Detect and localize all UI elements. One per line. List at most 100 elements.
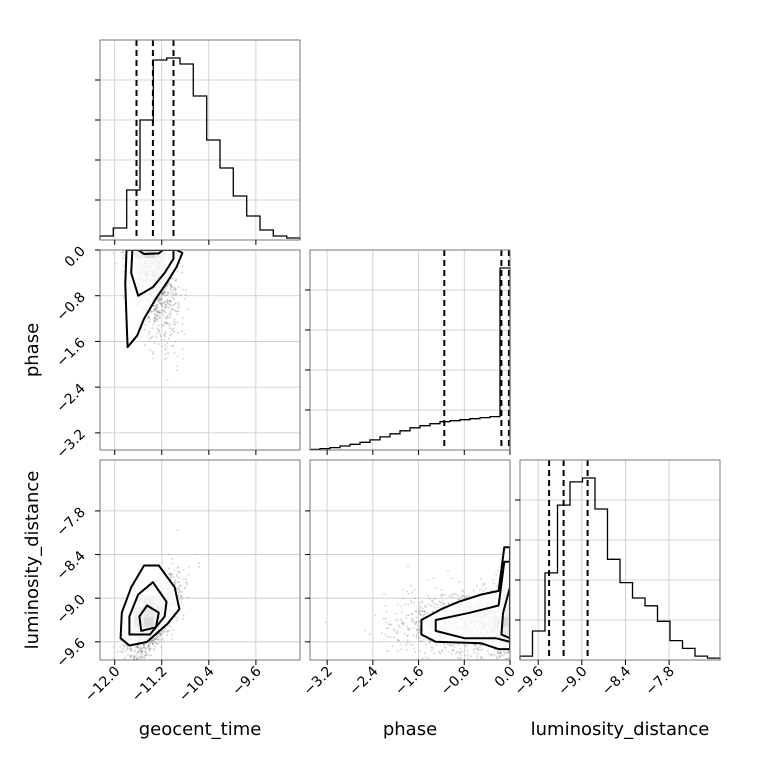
scatter-point xyxy=(165,357,168,360)
scatter-point xyxy=(169,574,171,577)
scatter-point xyxy=(400,618,403,620)
scatter-point xyxy=(140,648,142,650)
scatter-point xyxy=(460,596,463,598)
scatter-point xyxy=(174,292,177,295)
scatter-point xyxy=(148,338,151,341)
scatter-point xyxy=(434,606,436,609)
scatter-point xyxy=(173,298,176,301)
y-tick-label: −7.8 xyxy=(53,504,88,539)
scatter-point xyxy=(489,654,492,657)
scatter-point xyxy=(153,305,155,307)
scatter-point xyxy=(128,661,130,663)
scatter-point xyxy=(396,650,399,652)
scatter-point xyxy=(416,662,418,664)
y-tick-label: −0.8 xyxy=(53,289,88,324)
scatter-point xyxy=(161,292,164,295)
scatter-point xyxy=(151,327,154,329)
scatter-point xyxy=(415,629,418,632)
frames-layer xyxy=(99,39,721,661)
scatter-point xyxy=(431,611,434,613)
scatter-point xyxy=(157,635,160,638)
scatter-point xyxy=(162,308,164,311)
scatter-point xyxy=(461,594,463,597)
scatter-point xyxy=(163,314,166,317)
scatter-point xyxy=(441,593,443,596)
contour-level xyxy=(130,250,175,297)
scatter-point xyxy=(129,656,132,659)
panel-frame xyxy=(99,249,301,451)
scatter-point xyxy=(153,316,156,319)
scatter-point xyxy=(139,657,142,660)
scatter-point xyxy=(141,662,143,664)
scatter-point xyxy=(420,614,422,617)
scatter-point xyxy=(458,580,460,583)
scatter-point xyxy=(169,572,172,574)
scatter-point xyxy=(154,637,157,640)
scatter-point xyxy=(474,647,477,650)
scatter-point xyxy=(156,314,159,317)
scatter-point xyxy=(180,596,183,599)
scatter-point xyxy=(425,643,428,646)
scatter-point xyxy=(156,317,158,320)
scatter-point xyxy=(461,650,464,653)
scatter-point xyxy=(164,306,167,309)
scatter-point xyxy=(153,320,156,323)
scatter-point xyxy=(173,323,176,326)
scatter-point xyxy=(151,643,154,646)
scatter-point xyxy=(162,291,164,294)
scatter-point xyxy=(152,352,154,355)
scatter-point xyxy=(162,629,165,632)
scatter-point xyxy=(506,657,509,660)
scatter-point xyxy=(159,632,162,635)
scatter-point xyxy=(166,346,168,348)
scatter-point xyxy=(410,617,413,620)
contour-level xyxy=(128,581,168,636)
scatter-point xyxy=(153,648,156,651)
scatter-point xyxy=(404,633,406,635)
scatter-point xyxy=(180,596,182,598)
scatter-point xyxy=(426,612,429,615)
scatter-point xyxy=(140,650,143,653)
scatter-point xyxy=(476,649,479,651)
scatter-point xyxy=(177,310,180,312)
y-tick-label: −2.4 xyxy=(53,381,88,416)
scatter-point xyxy=(431,605,433,607)
scatter-point xyxy=(175,587,178,589)
scatter-point xyxy=(421,657,424,660)
scatter-point xyxy=(149,311,152,313)
scatter-point xyxy=(165,301,168,304)
scatter-point xyxy=(135,658,138,660)
scatter-point xyxy=(176,313,179,315)
scatter-point xyxy=(144,654,146,657)
scatter-point xyxy=(415,636,417,639)
scatter-point xyxy=(147,645,150,648)
scatter-point xyxy=(451,649,454,652)
scatter-point xyxy=(443,593,446,596)
scatter-point xyxy=(156,310,159,313)
scatter-point xyxy=(434,603,437,606)
scatter-point xyxy=(176,321,179,324)
grid-layer xyxy=(100,40,720,660)
scatter-point xyxy=(137,646,140,649)
panel-frame xyxy=(99,39,301,241)
scatter-point xyxy=(161,304,163,307)
scatter-point xyxy=(158,298,161,301)
scatter-point xyxy=(179,571,182,574)
scatter-point xyxy=(164,332,167,334)
scatter-point xyxy=(122,661,124,663)
scatter-point xyxy=(421,607,424,610)
scatter-point xyxy=(150,336,153,339)
scatter-point xyxy=(133,665,135,667)
scatter-point xyxy=(159,298,162,300)
scatter-point xyxy=(420,610,422,613)
scatter-point xyxy=(467,653,469,656)
scatter-point xyxy=(169,625,172,628)
scatter-point xyxy=(149,647,152,650)
scatter-point xyxy=(395,632,398,635)
scatter-point xyxy=(412,621,414,623)
scatter-point xyxy=(427,639,430,641)
scatter-point xyxy=(130,647,133,650)
scatter-point xyxy=(153,316,156,319)
scatter-point xyxy=(456,598,459,600)
